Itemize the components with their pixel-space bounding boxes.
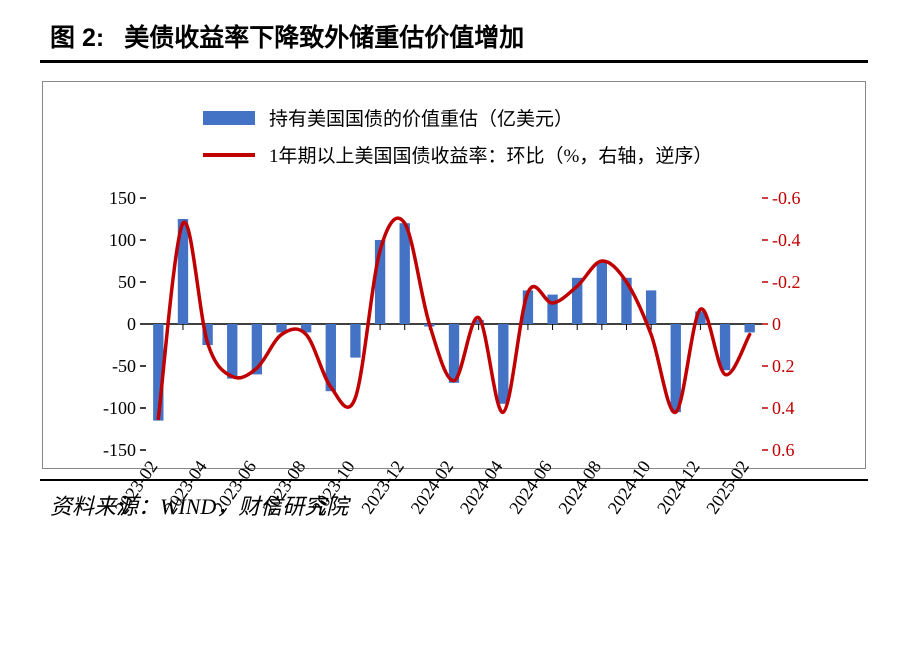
svg-text:2024-08: 2024-08 [554, 457, 605, 518]
svg-text:2024-06: 2024-06 [505, 457, 556, 518]
svg-text:2023-10: 2023-10 [308, 457, 359, 518]
bar [498, 324, 508, 404]
legend-swatch-bar [203, 111, 255, 125]
svg-text:-50: -50 [112, 356, 136, 376]
bar [597, 261, 607, 324]
svg-text:-100: -100 [103, 398, 136, 418]
figure-title: 美债收益率下降致外储重估价值增加 [124, 18, 524, 54]
svg-text:2023-12: 2023-12 [357, 457, 408, 518]
figure-label: 图 2: [50, 18, 104, 54]
bar [350, 324, 360, 358]
svg-text:2024-04: 2024-04 [456, 457, 507, 518]
svg-text:0.6: 0.6 [772, 440, 795, 460]
plot-area: -150-100-50050100150-0.6-0.4-0.200.20.40… [94, 194, 814, 454]
svg-text:2024-10: 2024-10 [604, 457, 655, 518]
svg-text:2023-02: 2023-02 [111, 457, 162, 518]
svg-text:2025-02: 2025-02 [702, 457, 753, 518]
line-series [158, 218, 749, 418]
svg-text:2024-02: 2024-02 [406, 457, 457, 518]
svg-text:2023-08: 2023-08 [259, 457, 310, 518]
svg-text:0.4: 0.4 [772, 398, 795, 418]
legend-item-bar: 持有美国国债的价值重估（亿美元） [203, 104, 573, 131]
svg-text:-150: -150 [103, 440, 136, 460]
bar [646, 290, 656, 324]
svg-text:-0.6: -0.6 [772, 188, 801, 208]
legend-label-bar: 持有美国国债的价值重估（亿美元） [269, 104, 573, 131]
svg-text:-0.2: -0.2 [772, 272, 801, 292]
svg-text:100: 100 [109, 230, 136, 250]
svg-text:2023-06: 2023-06 [209, 457, 260, 518]
svg-text:0.2: 0.2 [772, 356, 795, 376]
bar [547, 295, 557, 324]
chart-frame: 持有美国国债的价值重估（亿美元） 1年期以上美国国债收益率：环比（%，右轴，逆序… [42, 81, 866, 469]
bar [227, 324, 237, 379]
legend-label-line: 1年期以上美国国债收益率：环比（%，右轴，逆序） [269, 141, 712, 168]
bar [745, 324, 755, 332]
legend-swatch-line [203, 153, 255, 157]
bar [720, 324, 730, 370]
legend-item-line: 1年期以上美国国债收益率：环比（%，右轴，逆序） [203, 141, 712, 168]
legend: 持有美国国债的价值重估（亿美元） 1年期以上美国国债收益率：环比（%，右轴，逆序… [203, 104, 845, 168]
svg-text:2023-04: 2023-04 [160, 457, 211, 518]
svg-text:2024-12: 2024-12 [653, 457, 704, 518]
svg-text:-0.4: -0.4 [772, 230, 801, 250]
svg-text:50: 50 [118, 272, 136, 292]
title-rule [40, 60, 868, 63]
svg-text:0: 0 [772, 314, 781, 334]
svg-text:0: 0 [127, 314, 136, 334]
svg-text:150: 150 [109, 188, 136, 208]
